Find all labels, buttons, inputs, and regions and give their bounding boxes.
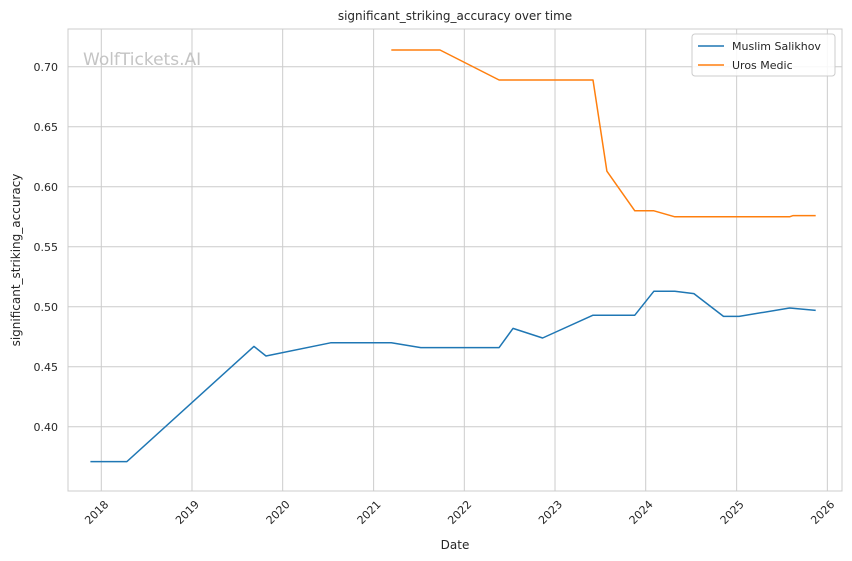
- y-axis-title: significant_striking_accuracy: [9, 174, 23, 347]
- legend-box: [691, 33, 836, 77]
- legend-label-muslim-salikhov: Muslim Salikhov: [732, 40, 821, 53]
- y-tick-label: 0.55: [34, 241, 59, 254]
- x-tick-label: 2025: [718, 498, 747, 527]
- x-tick-label: 2024: [627, 498, 656, 527]
- y-tick-label: 0.50: [34, 301, 59, 314]
- x-tick-label: 2019: [173, 498, 202, 527]
- legend-label-uros-medic: Uros Medic: [732, 59, 793, 72]
- x-tick-label: 2022: [445, 498, 474, 527]
- series-line-muslim-salikhov: [90, 290, 816, 463]
- y-tick-label: 0.70: [34, 61, 59, 74]
- series-line-uros-medic: [391, 49, 816, 218]
- series-layer: [90, 49, 816, 463]
- y-tick-label: 0.40: [34, 421, 59, 434]
- x-tick-labels: 2018 2019 2020 2021 2022 2023 2024 2025 2026: [82, 498, 837, 527]
- watermark-text: WolfTickets.AI: [83, 50, 201, 70]
- y-tick-labels: 0.40 0.45 0.50 0.55 0.60 0.65 0.70: [34, 61, 59, 434]
- plot-area: [67, 28, 843, 492]
- x-tick-label: 2020: [264, 498, 293, 527]
- chart-title: significant_striking_accuracy over time: [338, 9, 572, 23]
- y-tick-label: 0.60: [34, 181, 59, 194]
- x-tick-label: 2023: [536, 498, 565, 527]
- x-tick-label: 2018: [82, 498, 111, 527]
- x-axis-title: Date: [441, 538, 470, 552]
- x-tick-label: 2026: [808, 498, 837, 527]
- y-tick-label: 0.45: [34, 361, 59, 374]
- grid-lines: [68, 29, 842, 491]
- y-tick-label: 0.65: [34, 121, 59, 134]
- x-tick-label: 2021: [355, 498, 384, 527]
- legend: Muslim Salikhov Uros Medic: [691, 33, 836, 77]
